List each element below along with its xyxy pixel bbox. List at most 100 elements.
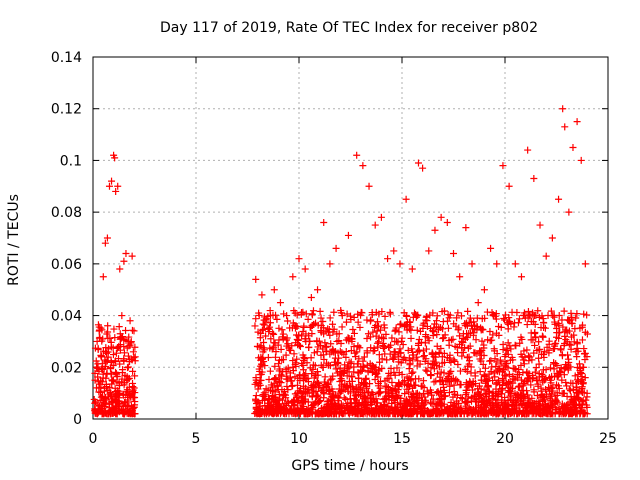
data-point	[320, 218, 328, 226]
data-point	[499, 162, 507, 170]
noise-point	[381, 407, 389, 415]
y-tick-label: 0.08	[51, 205, 82, 221]
noise-point	[403, 385, 411, 393]
noise-point	[333, 359, 341, 367]
noise-point	[366, 410, 374, 418]
data-point	[542, 252, 550, 260]
noise-point	[369, 367, 377, 375]
noise-point	[326, 350, 334, 358]
noise-point	[432, 317, 440, 325]
noise-point	[476, 368, 484, 376]
noise-point	[291, 309, 299, 317]
noise-point	[581, 328, 589, 336]
data-point	[536, 221, 544, 229]
noise-point	[429, 332, 437, 340]
noise-point	[485, 399, 493, 407]
data-point	[108, 177, 116, 185]
noise-point	[476, 409, 484, 417]
noise-point	[454, 326, 462, 334]
noise-point	[557, 345, 565, 353]
noise-point	[385, 410, 393, 418]
noise-point	[458, 407, 466, 415]
noise-point	[464, 307, 472, 315]
noise-point	[341, 367, 349, 375]
noise-point	[493, 350, 501, 358]
noise-point	[260, 358, 268, 366]
noise-point	[517, 376, 525, 384]
noise-point	[131, 343, 139, 351]
noise-point	[275, 336, 283, 344]
data-point	[480, 286, 488, 294]
noise-point	[409, 355, 417, 363]
noise-point	[470, 329, 478, 337]
noise-point	[409, 407, 417, 415]
noise-point	[326, 362, 334, 370]
noise-point	[254, 398, 262, 406]
noise-point	[296, 399, 304, 407]
noise-point	[467, 397, 475, 405]
plot-area	[92, 56, 609, 420]
noise-point	[463, 367, 471, 375]
noise-point	[275, 367, 283, 375]
noise-point	[553, 381, 561, 389]
noise-point	[482, 379, 490, 387]
noise-point	[251, 380, 259, 388]
noise-point	[303, 410, 311, 418]
noise-point	[100, 410, 108, 418]
noise-point	[277, 404, 285, 412]
noise-point	[457, 404, 465, 412]
noise-point	[519, 380, 527, 388]
noise-point	[112, 349, 120, 357]
noise-point	[465, 360, 473, 368]
noise-point	[102, 394, 110, 402]
noise-point	[505, 314, 513, 322]
y-tick-label: 0.04	[51, 309, 82, 325]
noise-point	[329, 328, 337, 336]
noise-point	[96, 380, 104, 388]
x-tick-label: 0	[89, 431, 98, 447]
noise-point	[458, 395, 466, 403]
noise-point	[298, 405, 306, 413]
noise-point	[284, 317, 292, 325]
noise-point	[332, 365, 340, 373]
noise-point	[368, 309, 376, 317]
noise-point	[423, 408, 431, 416]
noise-point	[440, 307, 448, 315]
noise-point	[556, 408, 564, 416]
noise-point	[125, 333, 133, 341]
noise-point	[571, 372, 579, 380]
noise-point	[291, 373, 299, 381]
noise-point	[527, 336, 535, 344]
noise-point	[283, 334, 291, 342]
noise-point	[326, 400, 334, 408]
noise-point	[413, 348, 421, 356]
noise-point	[545, 383, 553, 391]
noise-point	[515, 382, 523, 390]
noise-point	[259, 348, 267, 356]
x-tick-label: 25	[599, 431, 617, 447]
noise-point	[369, 328, 377, 336]
noise-point	[529, 311, 537, 319]
noise-point	[402, 311, 410, 319]
noise-point	[92, 357, 100, 365]
noise-point	[447, 367, 455, 375]
noise-point	[515, 366, 523, 374]
noise-point	[445, 337, 453, 345]
noise-point	[113, 378, 121, 386]
noise-point	[386, 350, 394, 358]
noise-point	[417, 382, 425, 390]
noise-point	[330, 392, 338, 400]
noise-point	[580, 345, 588, 353]
noise-point	[445, 389, 453, 397]
noise-point	[535, 313, 543, 321]
noise-point	[282, 402, 290, 410]
data-point	[450, 250, 457, 258]
data-point	[283, 312, 291, 320]
noise-point	[490, 369, 498, 377]
noise-point	[282, 351, 290, 359]
noise-point	[259, 320, 267, 328]
data-point	[524, 146, 532, 154]
noise-point	[265, 375, 273, 383]
noise-point	[433, 389, 441, 397]
